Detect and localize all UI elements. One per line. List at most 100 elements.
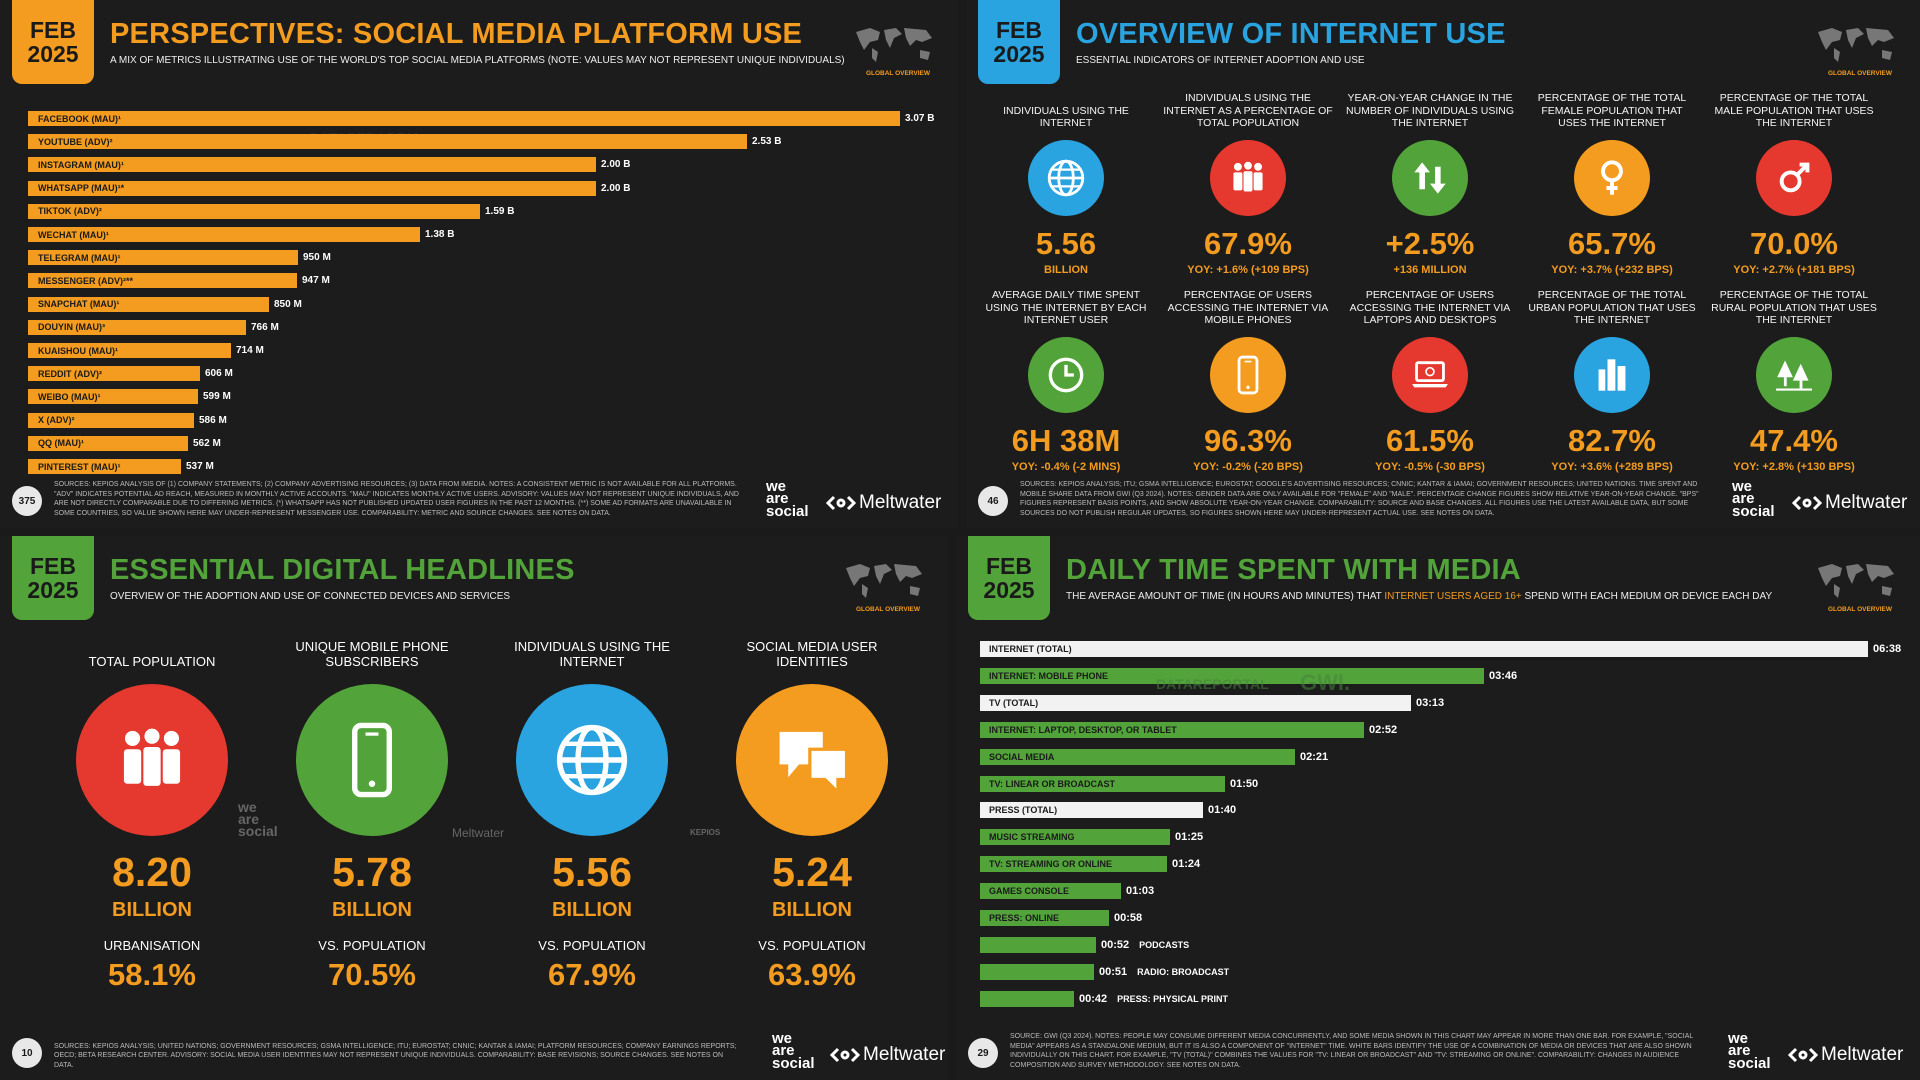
datareportal-watermark: DATAREPORTAL xyxy=(1156,676,1269,692)
globe-icon xyxy=(1028,140,1104,216)
platform-bar: FACEBOOK (MAU)¹ xyxy=(28,111,900,126)
meltwater-mark-icon xyxy=(1792,495,1822,511)
media-value-label: 00:42 xyxy=(1079,992,1108,1005)
sources-note: SOURCE: GWI (Q3 2024). NOTES: PEOPLE MAY… xyxy=(1010,1033,1694,1069)
female-symbol-icon xyxy=(1574,140,1650,216)
we-are-social-watermark: we are social xyxy=(238,799,278,838)
platform-value-label: 586 M xyxy=(199,414,227,426)
slide-subtitle: THE AVERAGE AMOUNT OF TIME (IN HOURS AND… xyxy=(1066,591,1772,602)
gwi-watermark: GWI. xyxy=(1300,670,1351,695)
headline-label: INDIVIDUALS USING THE INTERNET xyxy=(514,638,670,670)
date-month: FEB xyxy=(30,16,76,43)
stat-label: PERCENTAGE OF THE TOTAL URBAN POPULATION… xyxy=(1528,289,1696,327)
headline-card: TOTAL POPULATION 8.20 BILLION URBANISATION 5… xyxy=(52,636,252,993)
date-tab: FEB 2025 xyxy=(978,0,1060,84)
trees-icon xyxy=(1756,337,1832,413)
headline-percentage: 63.9% xyxy=(768,957,856,992)
media-bar-row: INTERNET: MOBILE PHONE 03:46 xyxy=(980,667,1517,684)
slide-subtitle: OVERVIEW OF THE ADOPTION AND USE OF CONN… xyxy=(110,591,511,602)
media-bar xyxy=(980,936,1096,953)
media-value-label: 02:21 xyxy=(1300,750,1329,763)
platform-bar: WHATSAPP (MAU)¹* xyxy=(28,180,596,196)
media-bar-row: 00:42 PRESS: PHYSICAL PRINT xyxy=(980,990,1228,1007)
stat-change: YOY: -0.2% (-20 BPS) xyxy=(1193,461,1303,473)
kepios-watermark: KEPIOS xyxy=(690,828,721,837)
platform-value-label: 950 M xyxy=(303,252,331,264)
stat-label: INDIVIDUALS USING THE INTERNET AS A PERC… xyxy=(1163,92,1333,130)
global-overview-label: GLOBAL OVERVIEW xyxy=(1827,606,1892,613)
meltwater-text: Meltwater xyxy=(1825,492,1908,513)
stat-change: BILLION xyxy=(1044,264,1088,276)
stat-change: YOY: +2.8% (+130 BPS) xyxy=(1733,461,1855,473)
media-bar-row: INTERNET: LAPTOP, DESKTOP, OR TABLET 02:5… xyxy=(980,721,1397,738)
mobile-phone-icon xyxy=(296,684,448,836)
platform-value-label: 947 M xyxy=(302,275,330,287)
slide-subtitle: A MIX OF METRICS ILLUSTRATING USE OF THE… xyxy=(110,55,845,66)
headline-unit: BILLION xyxy=(112,899,192,921)
logo-we: we xyxy=(766,478,787,496)
media-bar: PRESS (TOTAL) xyxy=(980,802,1203,819)
media-bar: INTERNET: LAPTOP, DESKTOP, OR TABLET xyxy=(980,721,1364,738)
meltwater-text: Meltwater xyxy=(859,492,942,513)
stat-label: PERCENTAGE OF THE TOTAL MALE POPULATION … xyxy=(1714,92,1874,130)
meltwater-mark-icon xyxy=(1788,1047,1818,1063)
internet-stat-card: AVERAGE DAILY TIME SPENT USING THE INTER… xyxy=(981,287,1151,473)
headline-card: INDIVIDUALS USING THE INTERNET 5.56 BILLIO… xyxy=(492,636,692,993)
social-media-platform-use-slide: FEB 2025 PERSPECTIVES: SOCIAL MEDIA PLAT… xyxy=(0,0,958,528)
stat-value: 70.0% xyxy=(1750,226,1838,261)
logo-social: social xyxy=(1732,502,1775,520)
we-are-social-logo: we are social xyxy=(766,478,809,519)
headline-value: 8.20 xyxy=(112,849,192,895)
headline-card: UNIQUE MOBILE PHONE SUBSCRIBERS 5.78 BILLI… xyxy=(272,636,472,993)
meltwater-mark-icon xyxy=(826,495,856,511)
platform-bar-row: YOUTUBE (ADV)² 2.53 B xyxy=(28,133,781,150)
we-are-social-logo: we are social xyxy=(772,1030,815,1071)
slide-title: OVERVIEW OF INTERNET USE xyxy=(1076,18,1506,50)
logo-are: are xyxy=(766,490,789,508)
meltwater-logo: Meltwater xyxy=(830,1044,945,1066)
stat-change: YOY: -0.4% (-2 MINS) xyxy=(1011,461,1121,473)
date-month: FEB xyxy=(996,16,1042,43)
world-map-icon xyxy=(846,564,922,598)
headline-percentage: 58.1% xyxy=(108,957,196,992)
media-category-label: PODCASTS xyxy=(1139,939,1190,950)
people-icon xyxy=(76,684,228,836)
media-value-label: 01:50 xyxy=(1230,777,1259,790)
platform-bar: DOUYIN (MAU)³ xyxy=(28,319,246,335)
platform-bar: REDDIT (ADV)² xyxy=(28,366,200,382)
people-icon xyxy=(1210,140,1286,216)
headline-sublabel: URBANISATION xyxy=(103,938,201,953)
media-bar-row: INTERNET (TOTAL) 06:38 xyxy=(980,641,1901,657)
platform-bar-row: X (ADV)² 586 M xyxy=(28,412,227,429)
logo-are: are xyxy=(1732,490,1755,508)
platform-bar: KUAISHOU (MAU)¹ xyxy=(28,343,231,358)
media-value-label: 06:38 xyxy=(1873,643,1902,655)
date-month: FEB xyxy=(30,552,76,579)
stat-value: 5.56 xyxy=(1035,226,1097,261)
date-year: 2025 xyxy=(27,577,79,603)
platform-value-label: 562 M xyxy=(193,437,221,449)
sources-note: SOURCES: KEPIOS ANALYSIS; UNITED NATIONS… xyxy=(54,1042,737,1069)
media-bar-row: PRESS (TOTAL) 01:40 xyxy=(980,802,1236,819)
globe-icon xyxy=(516,684,668,836)
platform-bar-row: DOUYIN (MAU)³ 766 M xyxy=(28,319,279,336)
global-overview-label: GLOBAL OVERVIEW xyxy=(1827,70,1892,77)
platform-value-label: 3.07 B xyxy=(905,113,935,124)
internet-stat-card: PERCENTAGE OF THE TOTAL RURAL POPULATION… xyxy=(1709,287,1879,473)
headline-sublabel: vs. POPULATION xyxy=(758,938,866,953)
media-value-label: 00:58 xyxy=(1114,912,1143,924)
world-map-icon xyxy=(856,28,932,62)
headline-sublabel: vs. POPULATION xyxy=(538,938,646,953)
media-value-label: 00:51 xyxy=(1099,965,1128,978)
media-bar: MUSIC STREAMING xyxy=(980,829,1170,846)
internet-stat-card: PERCENTAGE OF THE TOTAL URBAN POPULATION… xyxy=(1527,287,1697,473)
logo-we: we xyxy=(772,1030,793,1048)
wm-we: we xyxy=(238,799,257,815)
media-bar-row: TV (TOTAL) 03:13 xyxy=(980,694,1444,711)
stat-value: 6H 38M xyxy=(1011,423,1121,458)
media-value-label: 00:52 xyxy=(1101,938,1130,951)
stat-value: 61.5% xyxy=(1386,423,1474,458)
platform-bar-row: SNAPCHAT (MAU)¹ 850 M xyxy=(28,296,302,313)
logo-are: are xyxy=(1728,1042,1751,1060)
platform-bar-row: KUAISHOU (MAU)¹ 714 M xyxy=(28,342,264,359)
